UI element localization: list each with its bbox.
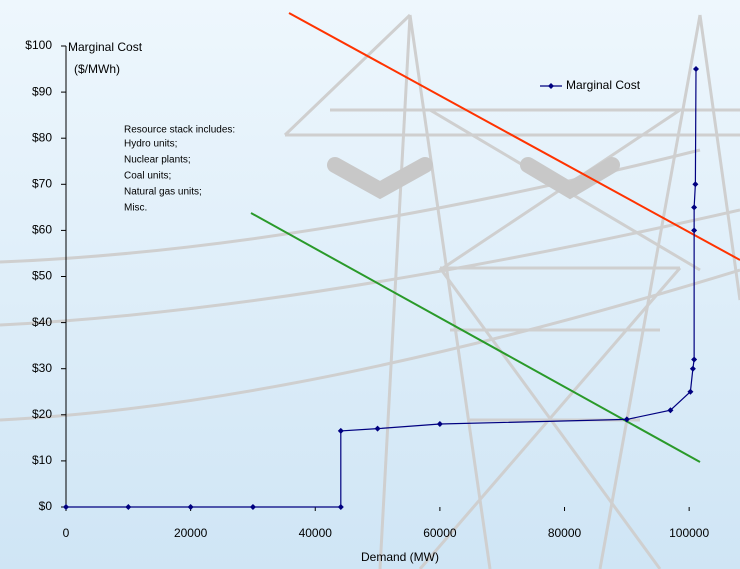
y-tick-label: $0: [39, 499, 53, 513]
point: [691, 227, 698, 234]
y-axis-title: ($/MWh): [74, 62, 120, 76]
y-tick-label: $40: [32, 315, 52, 329]
legend-label: Marginal Cost: [566, 78, 641, 92]
annotation-line: Resource stack includes:: [124, 125, 235, 136]
point: [125, 504, 132, 510]
x-tick-label: 0: [63, 526, 70, 540]
x-tick-label: 100000: [669, 526, 709, 540]
point: [689, 365, 696, 372]
y-tick-label: $80: [32, 130, 52, 144]
annotation-line: Natural gas units;: [124, 187, 202, 198]
y-tick-label: $30: [32, 361, 52, 375]
y-tick-label: $20: [32, 407, 52, 421]
y-tick-label: $90: [32, 84, 52, 98]
annotation-line: Nuclear plants;: [124, 155, 191, 166]
legend-marker: [548, 83, 554, 89]
annotation: Resource stack includes: Hydro units; Nu…: [124, 125, 235, 214]
point: [337, 427, 344, 434]
point: [693, 66, 700, 73]
y-axis-title: Marginal Cost: [68, 40, 143, 54]
point: [691, 204, 698, 211]
y-tick-label: $50: [32, 269, 52, 283]
annotation-line: Hydro units;: [124, 139, 177, 150]
x-tick-label: 60000: [423, 526, 457, 540]
point: [667, 407, 674, 414]
x-tick-label: 40000: [299, 526, 333, 540]
x-tick-label: 20000: [174, 526, 208, 540]
point: [187, 504, 194, 510]
annotation-line: Coal units;: [124, 171, 171, 182]
y-tick-label: $100: [25, 38, 52, 52]
point: [687, 388, 694, 395]
point: [337, 504, 344, 510]
point: [436, 421, 443, 428]
point: [691, 356, 698, 363]
point: [623, 416, 630, 423]
y-tick-label: $10: [32, 453, 52, 467]
point: [692, 181, 699, 188]
annotation-line: Misc.: [124, 203, 147, 214]
point: [249, 504, 256, 510]
y-tick-label: $70: [32, 176, 52, 190]
point: [63, 504, 69, 510]
tower-illustration: [0, 12, 740, 569]
y-tick-label: $60: [32, 223, 52, 237]
x-axis-title: Demand (MW): [361, 550, 439, 564]
point: [374, 425, 381, 432]
x-tick-label: 80000: [548, 526, 582, 540]
